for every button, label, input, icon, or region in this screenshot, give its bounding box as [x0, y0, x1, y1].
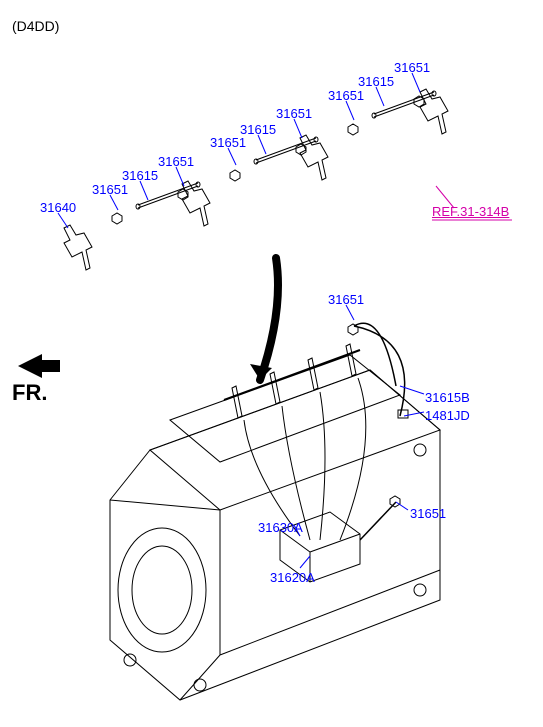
fr-arrow-icon	[18, 354, 60, 378]
engine-block	[110, 323, 440, 700]
part-label: 31651	[92, 182, 128, 197]
part-label: 31651	[158, 154, 194, 169]
part-label: 31651	[410, 506, 446, 521]
engine-code-header: (D4DD)	[12, 18, 59, 34]
part-label: 31640	[40, 200, 76, 215]
part-label: 31620A	[270, 570, 315, 585]
part-label: 31615	[240, 122, 276, 137]
pointer-arrow	[250, 258, 278, 380]
diagram-svg	[0, 0, 543, 727]
part-label: 31615	[358, 74, 394, 89]
ref-label: REF.31-314B	[432, 204, 509, 219]
part-label: 31651	[394, 60, 430, 75]
part-label: 1481JD	[425, 408, 470, 423]
front-direction-label: FR.	[12, 380, 47, 406]
part-label: 31651	[328, 292, 364, 307]
part-label: 31615B	[425, 390, 470, 405]
part-label: 31651	[328, 88, 364, 103]
part-label: 31651	[210, 135, 246, 150]
part-label: 31651	[276, 106, 312, 121]
part-label: 31630A	[258, 520, 303, 535]
part-label: 31615	[122, 168, 158, 183]
